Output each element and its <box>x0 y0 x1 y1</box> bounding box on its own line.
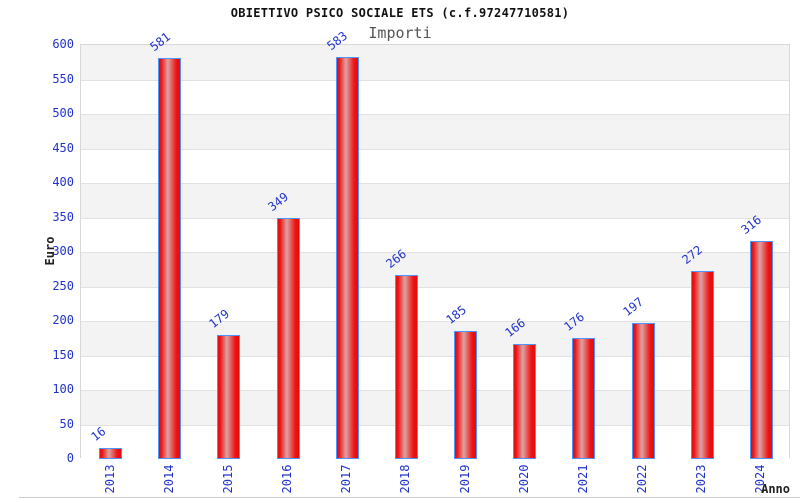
bar-2018 <box>394 275 418 459</box>
x-tick-label: 2022 <box>635 464 650 494</box>
grid-band <box>81 424 789 459</box>
bar-2016 <box>276 218 300 459</box>
bar-2022 <box>631 323 655 459</box>
grid-band <box>81 252 789 287</box>
bar-2021 <box>572 337 596 459</box>
y-tick-label: 550 <box>52 71 74 86</box>
x-tick-label: 2021 <box>575 464 590 494</box>
grid-band <box>81 355 789 390</box>
grid-band <box>81 321 789 356</box>
bar-2019 <box>454 331 478 459</box>
x-tick-label: 2023 <box>694 464 709 494</box>
grid-band <box>81 45 789 80</box>
bar-2017 <box>335 56 359 459</box>
gridline <box>81 286 789 288</box>
y-tick-label: 400 <box>52 175 74 189</box>
gridline <box>81 148 789 150</box>
y-tick-label: 300 <box>52 244 74 258</box>
y-tick-label: 0 <box>66 451 74 465</box>
y-tick-label: 350 <box>52 209 74 224</box>
bar-2023 <box>690 271 714 459</box>
y-tick-label: 600 <box>52 37 74 51</box>
y-tick-label: 450 <box>52 140 74 155</box>
grid-band <box>81 148 789 183</box>
gridline <box>81 355 789 357</box>
bottom-divider-line <box>19 497 800 498</box>
plot-area: 16 581 179 349 583 266 185 166 176 197 272 316 <box>80 28 790 459</box>
x-tick-label: 2020 <box>516 464 531 494</box>
x-axis-title: Anno <box>761 482 790 496</box>
gridline <box>81 424 789 426</box>
bar-2015 <box>217 335 241 459</box>
gridline <box>81 114 789 115</box>
y-tick-label: 500 <box>52 106 74 120</box>
y-tick-label: 100 <box>52 382 74 396</box>
gridline <box>81 252 789 253</box>
y-tick-label: 250 <box>52 278 74 293</box>
grid-band <box>81 183 789 218</box>
gridline <box>81 217 789 219</box>
x-tick-label: 2018 <box>398 464 413 494</box>
y-tick-label: 150 <box>52 347 74 362</box>
grid-band <box>81 286 789 321</box>
chart-title: OBIETTIVO PSICO SOCIALE ETS (c.f.9724771… <box>230 6 570 20</box>
bar-2020 <box>513 344 537 459</box>
bar-2014 <box>158 58 182 459</box>
y-tick-label: 50 <box>59 416 74 431</box>
gridline <box>81 79 789 81</box>
x-tick-label: 2013 <box>102 464 117 494</box>
y-tick-label: 200 <box>52 313 74 327</box>
gridline <box>81 321 789 322</box>
bar-2013 <box>99 447 123 459</box>
gridline <box>81 183 789 184</box>
gridline <box>81 390 789 391</box>
x-tick-label: 2019 <box>457 464 472 494</box>
bar-2024 <box>749 240 773 459</box>
x-tick-label: 2017 <box>339 464 354 494</box>
grid-band <box>81 390 789 425</box>
x-tick-label: 2014 <box>161 464 176 494</box>
grid-band <box>81 217 789 252</box>
x-tick-label: 2016 <box>280 464 295 494</box>
x-tick-label: 2015 <box>220 464 235 494</box>
chart-subtitle: Importi <box>368 24 432 42</box>
grid-band <box>81 79 789 114</box>
grid-band <box>81 114 789 149</box>
